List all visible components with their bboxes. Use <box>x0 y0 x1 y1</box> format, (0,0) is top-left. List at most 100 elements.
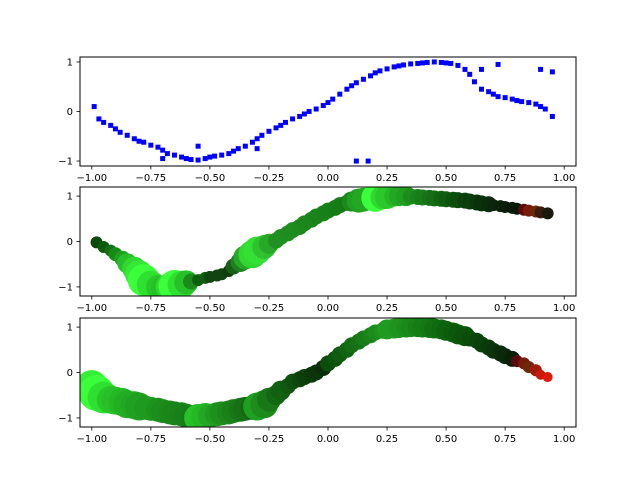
subplot-1-point <box>344 86 350 92</box>
subplot-1-point <box>124 132 130 138</box>
subplot-1-point <box>278 122 284 128</box>
subplot-1-point <box>179 154 185 160</box>
subplot-2-y-tick-label: 1 <box>67 192 73 203</box>
subplot-1-point <box>249 139 255 145</box>
subplot-2-y-tick-label: −1 <box>58 282 73 293</box>
subplot-1-x-tick-label: 0.50 <box>435 173 457 184</box>
subplot-1-x-tick-label: −1.00 <box>76 173 107 184</box>
subplot-1-point <box>396 63 402 69</box>
subplot-1-x-tick-label: −0.75 <box>136 173 167 184</box>
subplot-1-point <box>141 139 147 145</box>
subplot-1-point <box>117 129 123 135</box>
subplot-1-point <box>377 68 383 74</box>
subplot-1-point <box>207 154 213 160</box>
subplot-3-x-tick-label: −1.00 <box>76 434 107 445</box>
subplot-1-point <box>171 152 177 158</box>
subplot-1-point <box>438 59 444 65</box>
subplot-1-y-tick-label: 1 <box>67 57 73 68</box>
subplot-1-point <box>462 66 468 72</box>
subplot-1-point <box>368 73 374 79</box>
subplot-3-y-tick-label: 1 <box>67 323 73 334</box>
subplot-1-x-tick-label: −0.50 <box>195 173 226 184</box>
subplot-3: −1.00 −0.75 −0.50 −0.25 0.00 0.25 0.50 0.75 1.00… <box>58 317 577 445</box>
subplot-2-point <box>541 207 554 220</box>
subplot-1-point <box>160 147 166 153</box>
subplot-1-point <box>372 70 378 76</box>
subplot-1-point <box>360 76 366 82</box>
subplot-1-point <box>131 136 137 142</box>
subplot-1-point <box>538 66 544 72</box>
subplot-1-point <box>471 79 477 85</box>
subplot-1-point <box>160 156 166 162</box>
subplot-3-points <box>80 318 553 427</box>
subplot-1-point <box>424 59 430 65</box>
subplot-1-point <box>330 96 336 102</box>
subplot-1: −1.00 −0.75 −0.50 −0.25 0.00 0.25 0.50 0.75 1.00… <box>58 56 577 184</box>
subplot-1-point <box>519 99 525 105</box>
subplot-1-point <box>538 104 544 110</box>
subplot-1-point <box>467 71 473 77</box>
subplot-1-point <box>136 138 142 144</box>
subplot-2-x-ticks: −1.00 −0.75 −0.50 −0.25 0.00 0.25 0.50 0.75 1.00 <box>76 296 575 314</box>
subplot-1-point <box>419 60 425 66</box>
subplot-1-point <box>112 126 118 132</box>
subplot-1-points <box>91 59 555 164</box>
subplot-3-x-tick-label: 0.25 <box>376 434 398 445</box>
subplot-1-point <box>448 60 454 66</box>
subplot-1-point <box>408 61 414 67</box>
subplot-1-x-tick-label: 0.75 <box>494 173 516 184</box>
subplot-1-point <box>391 64 397 70</box>
subplot-3-y-ticks: −1 0 1 <box>58 323 80 424</box>
subplot-1-point <box>212 153 218 159</box>
subplot-2-y-ticks: −1 0 1 <box>58 192 80 293</box>
subplot-1-point <box>219 152 225 158</box>
subplot-1-point <box>495 61 501 67</box>
subplot-1-x-tick-label: −0.25 <box>254 173 285 184</box>
subplot-2: −1.00 −0.75 −0.50 −0.25 0.00 0.25 0.50 0.75 1.00… <box>58 186 577 314</box>
subplot-1-point <box>195 143 201 149</box>
subplot-1-point <box>108 122 114 128</box>
subplot-3-x-tick-label: 1.00 <box>553 434 575 445</box>
subplot-1-point <box>349 83 355 89</box>
subplot-1-point <box>415 60 421 66</box>
subplot-1-point <box>431 59 437 65</box>
subplot-3-point <box>542 372 553 383</box>
subplot-1-point <box>486 89 492 95</box>
subplot-1-x-ticks: −1.00 −0.75 −0.50 −0.25 0.00 0.25 0.50 0.75 1.00 <box>76 166 575 184</box>
subplot-1-point <box>542 106 548 112</box>
subplot-1-point <box>266 128 272 134</box>
subplot-1-point <box>455 62 461 68</box>
subplot-3-x-ticks: −1.00 −0.75 −0.50 −0.25 0.00 0.25 0.50 0.75 1.00 <box>76 427 575 445</box>
subplot-1-point <box>514 98 520 104</box>
subplot-1-point <box>273 125 279 131</box>
subplot-3-x-tick-label: −0.75 <box>136 434 167 445</box>
subplot-1-point <box>202 156 208 162</box>
subplot-2-x-tick-label: 0.25 <box>376 303 398 314</box>
subplot-1-y-tick-label: 0 <box>67 107 73 118</box>
subplot-2-x-tick-label: 0.00 <box>317 303 339 314</box>
subplot-1-point <box>365 158 371 164</box>
subplot-1-point <box>509 96 515 102</box>
subplot-1-point <box>549 69 555 75</box>
subplot-1-point <box>306 109 312 114</box>
subplot-1-point <box>282 119 288 125</box>
subplot-3-y-tick-label: 0 <box>67 368 73 379</box>
subplot-2-x-tick-label: 0.75 <box>494 303 516 314</box>
subplot-1-y-ticks: −1 0 1 <box>58 57 80 168</box>
subplot-1-point <box>401 62 407 68</box>
subplot-1-point <box>254 136 260 142</box>
subplot-1-point <box>231 148 237 154</box>
subplot-1-point <box>384 66 390 72</box>
subplot-1-point <box>297 113 303 119</box>
subplot-1-point <box>195 157 201 163</box>
subplot-1-point <box>254 146 260 152</box>
subplot-1-point <box>242 143 248 149</box>
subplot-2-y-tick-label: 0 <box>67 237 73 248</box>
subplot-1-point <box>495 94 501 100</box>
subplot-1-point <box>479 66 485 72</box>
subplot-3-x-tick-label: 0.75 <box>494 434 516 445</box>
subplot-3-x-tick-label: 0.00 <box>317 434 339 445</box>
subplot-1-point <box>301 111 307 117</box>
subplot-1-point <box>235 146 241 152</box>
subplot-1-point <box>526 100 532 106</box>
